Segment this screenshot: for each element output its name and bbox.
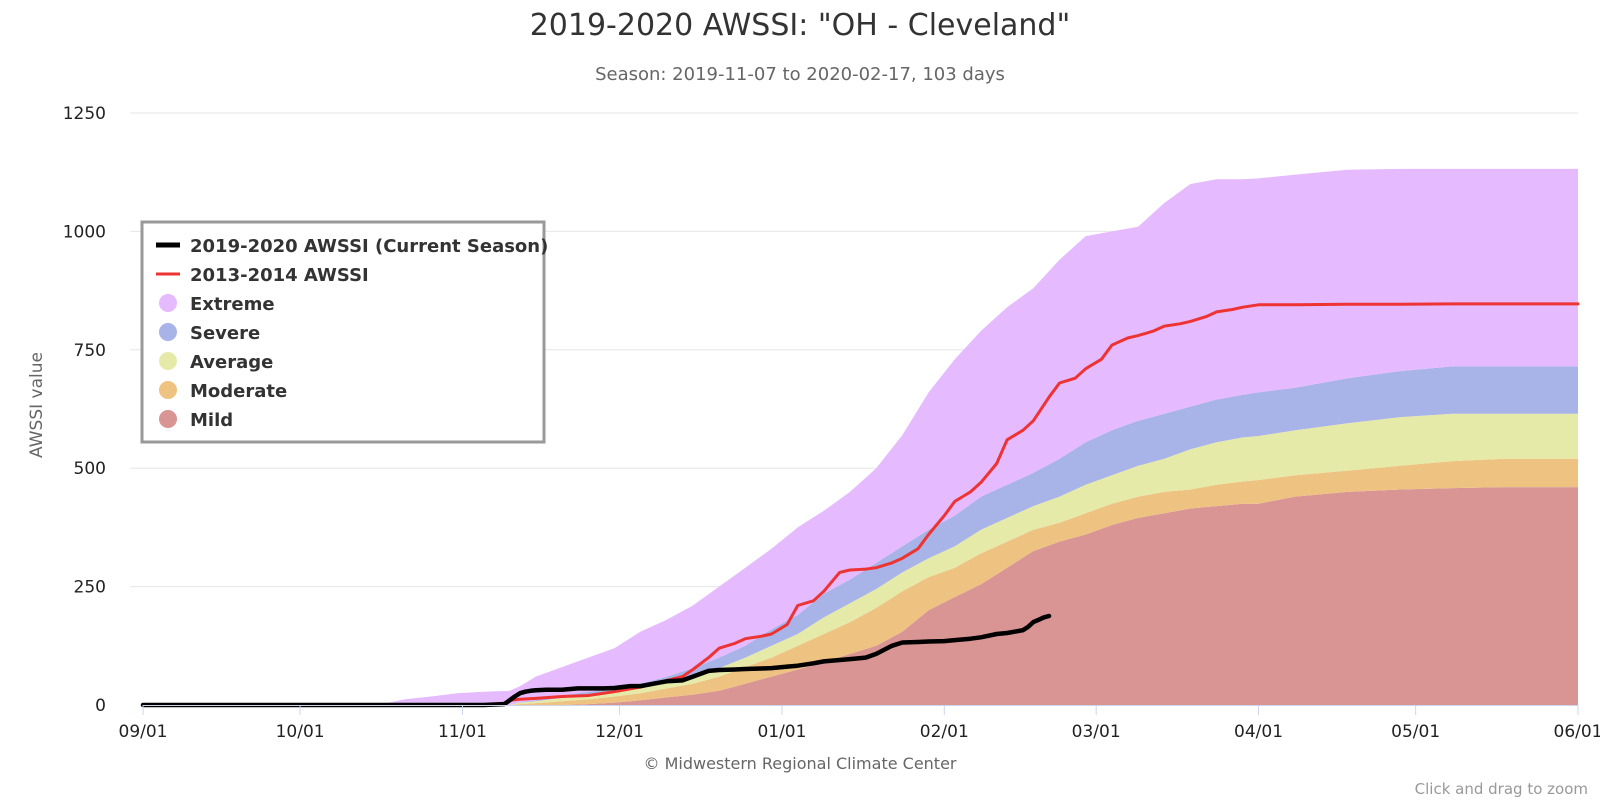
zoom-hint: Click and drag to zoom bbox=[1415, 780, 1588, 798]
band-moderate bbox=[143, 458, 1578, 705]
series-line-current-season bbox=[140, 613, 1052, 708]
legend-label-2013-2014-awssi: 2013-2014 AWSSI bbox=[190, 265, 369, 286]
y-tick-label-1000: 1000 bbox=[63, 222, 106, 242]
chart-title: 2019-2020 AWSSI: "OH - Cleveland" bbox=[529, 8, 1071, 43]
band-extreme bbox=[143, 168, 1578, 705]
x-tick-label-01-01: 01/01 bbox=[757, 722, 806, 742]
legend-label-severe: Severe bbox=[190, 323, 260, 344]
y-tick-label-1250: 1250 bbox=[63, 104, 106, 124]
legend: 2019-2020 AWSSI (Current Season) 2013-201… bbox=[140, 220, 548, 444]
x-tick-label-03-01: 03/01 bbox=[1072, 722, 1121, 742]
legend-label-average: Average bbox=[190, 352, 273, 373]
band-average bbox=[143, 413, 1578, 705]
legend-label-moderate: Moderate bbox=[190, 381, 287, 402]
legend-symbol-severe bbox=[159, 323, 177, 341]
y-tick-label-500: 500 bbox=[74, 459, 106, 479]
x-tick-label-04-01: 04/01 bbox=[1234, 722, 1283, 742]
legend-symbol-extreme bbox=[159, 294, 177, 312]
y-tick-label-250: 250 bbox=[74, 578, 106, 598]
axes: 0 250 500 750 1000 1250 09/01 10/01 11/01 12/01 01… bbox=[63, 104, 1600, 742]
legend-label-mild: Mild bbox=[190, 410, 233, 431]
data-series bbox=[140, 302, 1580, 708]
band-severe bbox=[143, 366, 1578, 705]
x-tick-label-06-01: 06/01 bbox=[1554, 722, 1600, 742]
legend-symbol-average bbox=[159, 352, 177, 370]
legend-symbol-mild bbox=[159, 410, 177, 428]
x-tick-label-09-01: 09/01 bbox=[119, 722, 168, 742]
x-tick-label-02-01: 02/01 bbox=[920, 722, 969, 742]
percentile-bands bbox=[143, 168, 1578, 705]
y-axis-title: AWSSI value bbox=[27, 352, 47, 458]
chart-subtitle: Season: 2019-11-07 to 2020-02-17, 103 da… bbox=[595, 64, 1005, 85]
y-tick-label-0: 0 bbox=[95, 696, 106, 716]
x-tick-label-11-01: 11/01 bbox=[438, 722, 487, 742]
legend-label-2019-2020-awssi-current-season: 2019-2020 AWSSI (Current Season) bbox=[190, 236, 548, 257]
x-tick-label-05-01: 05/01 bbox=[1391, 722, 1440, 742]
chart-credit[interactable]: © Midwestern Regional Climate Center bbox=[643, 754, 956, 773]
legend-box bbox=[140, 220, 546, 444]
y-tick-label-750: 750 bbox=[74, 341, 106, 361]
legend-label-extreme: Extreme bbox=[190, 294, 275, 315]
x-tick-label-12-01: 12/01 bbox=[595, 722, 644, 742]
band-mild bbox=[143, 487, 1578, 705]
legend-symbol-moderate bbox=[159, 381, 177, 399]
x-tick-label-10-01: 10/01 bbox=[276, 722, 325, 742]
